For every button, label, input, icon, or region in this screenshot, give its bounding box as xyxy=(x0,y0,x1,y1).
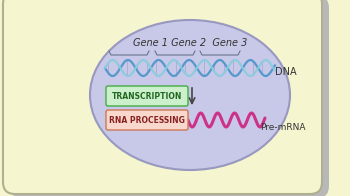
Text: DNA: DNA xyxy=(275,67,297,77)
FancyBboxPatch shape xyxy=(3,0,322,194)
FancyBboxPatch shape xyxy=(10,0,329,196)
Text: RNA PROCESSING: RNA PROCESSING xyxy=(109,115,185,124)
Text: TRANSCRIPTION: TRANSCRIPTION xyxy=(112,92,182,101)
Text: Gene 1 Gene 2  Gene 3: Gene 1 Gene 2 Gene 3 xyxy=(133,38,247,48)
Ellipse shape xyxy=(90,20,290,170)
FancyBboxPatch shape xyxy=(106,86,188,106)
Text: Pre-mRNA: Pre-mRNA xyxy=(260,123,306,132)
FancyBboxPatch shape xyxy=(106,110,188,130)
